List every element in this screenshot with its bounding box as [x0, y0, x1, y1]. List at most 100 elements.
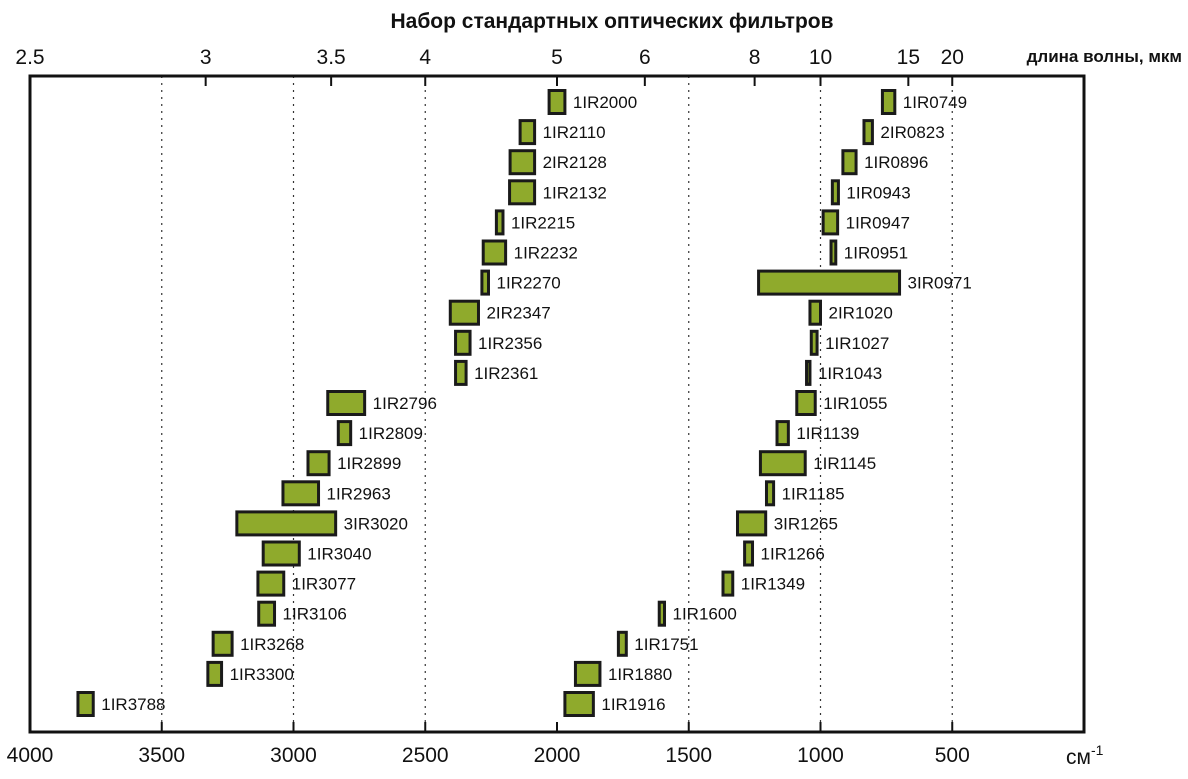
filter-bar	[735, 510, 768, 537]
filter-bar	[257, 600, 277, 627]
filter-bar	[256, 570, 286, 597]
filter-bar	[336, 420, 353, 447]
filter-label: 1IR2000	[573, 93, 637, 112]
filter-bar	[862, 119, 874, 146]
filter-bars	[76, 89, 902, 717]
filter-label: 1IR2356	[478, 334, 542, 353]
filter-bar	[841, 149, 858, 176]
filter-bar	[821, 209, 840, 236]
top-tick-label: 4	[419, 46, 431, 69]
filter-label: 1IR1266	[761, 545, 825, 564]
filter-bar	[775, 420, 790, 447]
filter-bar	[563, 691, 595, 717]
filter-label: 1IR0896	[864, 153, 928, 172]
filter-bar	[758, 450, 807, 477]
filter-bar	[547, 89, 567, 115]
filter-bar	[454, 329, 472, 356]
filter-bar	[494, 209, 505, 236]
bottom-axis-label-sup: -1	[1091, 742, 1104, 758]
filter-label: 1IR1916	[601, 695, 665, 714]
filter-bar	[508, 149, 537, 176]
filter-bar	[805, 359, 812, 386]
chart-title: Набор стандартных оптических фильтров	[390, 10, 833, 33]
filter-label: 2IR0823	[880, 123, 944, 142]
filter-bar	[306, 450, 331, 477]
filter-label: 1IR1185	[782, 484, 845, 503]
filter-bar	[808, 299, 823, 326]
filter-bar	[281, 480, 321, 507]
filter-bar	[518, 119, 537, 146]
filter-bar	[235, 510, 338, 537]
bottom-tick-label: 2500	[402, 744, 449, 767]
filter-bar	[448, 299, 480, 326]
filter-label: 1IR1027	[825, 334, 889, 353]
filter-label: 1IR0951	[844, 244, 908, 263]
top-tick-label: 20	[941, 46, 964, 69]
filter-bar	[657, 600, 667, 627]
bottom-axis: 4000 3500 3000 2500 2000 1500 1000 500	[7, 722, 970, 767]
filter-bar	[573, 660, 602, 687]
filter-label: 1IR2361	[474, 364, 538, 383]
top-tick-label: 8	[749, 46, 761, 69]
filter-label: 1IR2899	[337, 454, 401, 473]
filter-bar	[721, 570, 735, 597]
filter-bar	[76, 691, 95, 717]
top-axis-label: длина волны, мкм	[1027, 47, 1182, 66]
filter-bar	[829, 239, 838, 266]
filter-label: 2IR2347	[486, 304, 550, 323]
filter-bar	[261, 540, 301, 567]
filter-label: 1IR3268	[240, 635, 304, 654]
filter-bar	[757, 269, 902, 296]
filter-label: 1IR0947	[846, 213, 910, 232]
top-tick-label: 3	[200, 46, 212, 69]
filter-label: 1IR2270	[496, 274, 560, 293]
filter-label: 2IR1020	[829, 304, 893, 323]
filter-bar	[764, 480, 776, 507]
filter-label: 1IR2809	[359, 424, 423, 443]
filter-label: 3IR0971	[908, 274, 972, 293]
bottom-tick-label: 2000	[534, 744, 581, 767]
top-tick-label: 3.5	[317, 46, 346, 69]
filter-label: 1IR0943	[846, 183, 910, 202]
filter-label: 1IR3788	[101, 695, 165, 714]
filter-bar	[481, 239, 508, 266]
filter-bar	[326, 390, 367, 416]
filter-labels: 1IR2000 1IR0749 1IR2110 2IR0823 2IR2128 1IR08…	[101, 93, 972, 714]
filter-bar	[616, 630, 628, 657]
bottom-axis-label-unit: см	[1066, 746, 1091, 769]
filter-label: 1IR1349	[741, 575, 805, 594]
filter-label: 1IR3106	[283, 605, 347, 624]
filter-label: 1IR1600	[673, 605, 737, 624]
filter-label: 1IR1055	[823, 394, 887, 413]
filter-label: 1IR2110	[543, 123, 606, 142]
gridlines	[161, 76, 953, 732]
filter-bar	[880, 89, 897, 115]
top-axis: 2.5 3 3.5 4 5 6 8 10 15 20	[15, 46, 964, 86]
filter-bar	[206, 660, 224, 687]
filter-label: 1IR3040	[307, 545, 371, 564]
filter-bar	[743, 540, 755, 567]
filter-label: 1IR2963	[327, 484, 391, 503]
bottom-axis-label: см-1	[1066, 742, 1104, 769]
filter-label: 1IR2232	[514, 244, 578, 263]
filter-label: 1IR1043	[818, 364, 882, 383]
top-tick-label: 15	[897, 46, 920, 69]
bottom-tick-label: 4000	[7, 744, 54, 767]
filter-label: 1IR2215	[511, 213, 575, 232]
top-tick-label: 6	[639, 46, 651, 69]
filter-label: 1IR0749	[903, 93, 967, 112]
filter-bar	[454, 359, 468, 386]
filter-label: 3IR1265	[774, 514, 838, 533]
top-tick-label: 10	[809, 46, 832, 69]
filter-bar	[795, 390, 817, 416]
filter-label: 1IR1751	[634, 635, 698, 654]
filter-label: 1IR3300	[230, 665, 294, 684]
filter-label: 1IR1880	[608, 665, 672, 684]
filter-bar	[211, 630, 234, 657]
top-tick-label: 2.5	[15, 46, 44, 69]
filter-bar	[809, 329, 819, 356]
filter-label: 1IR1145	[813, 454, 876, 473]
filter-label: 1IR3077	[292, 575, 356, 594]
bottom-tick-label: 3500	[138, 744, 185, 767]
